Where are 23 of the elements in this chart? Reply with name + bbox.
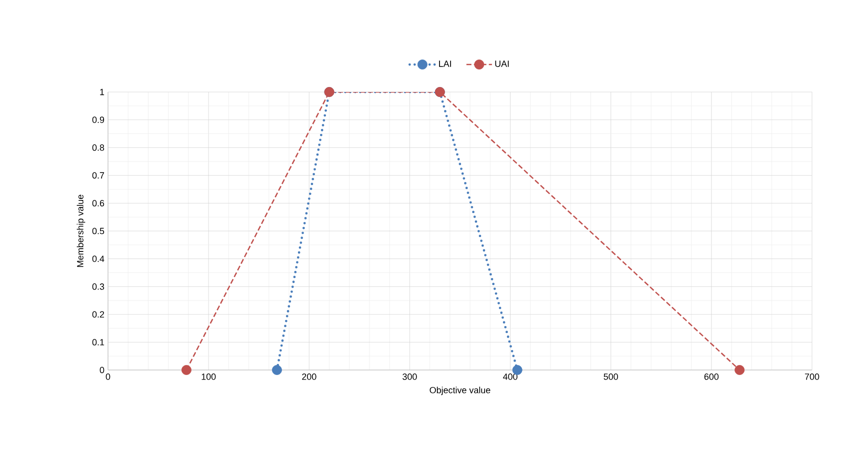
x-tick-label: 500 <box>604 374 618 380</box>
y-tick-label: 0.7 <box>92 172 104 179</box>
y-tick-label: 1 <box>100 88 104 96</box>
y-tick-label: 0.5 <box>92 228 104 234</box>
x-tick-label: 0 <box>106 374 110 380</box>
x-tick-label: 600 <box>704 374 719 380</box>
legend-label: UAI <box>495 60 509 67</box>
x-tick-label: 400 <box>503 374 518 380</box>
y-tick-label: 0 <box>100 366 104 374</box>
y-tick-label: 0.6 <box>92 200 104 206</box>
x-tick-label: 100 <box>202 374 216 380</box>
x-tick-label: 200 <box>302 374 316 380</box>
x-tick-label: 300 <box>402 374 417 380</box>
legend-label: LAI <box>439 60 452 67</box>
y-tick-label: 0.8 <box>92 144 104 151</box>
y-tick-label: 0.3 <box>92 283 104 290</box>
x-axis-title: Objective value <box>430 386 490 396</box>
y-tick-label: 0.4 <box>92 256 104 262</box>
y-tick-label: 0.2 <box>92 311 104 318</box>
y-tick-label: 0.1 <box>92 339 104 346</box>
y-tick-label: 0.9 <box>92 116 104 123</box>
x-tick-label: 700 <box>804 374 820 380</box>
y-axis-title: Membership value <box>76 194 86 267</box>
